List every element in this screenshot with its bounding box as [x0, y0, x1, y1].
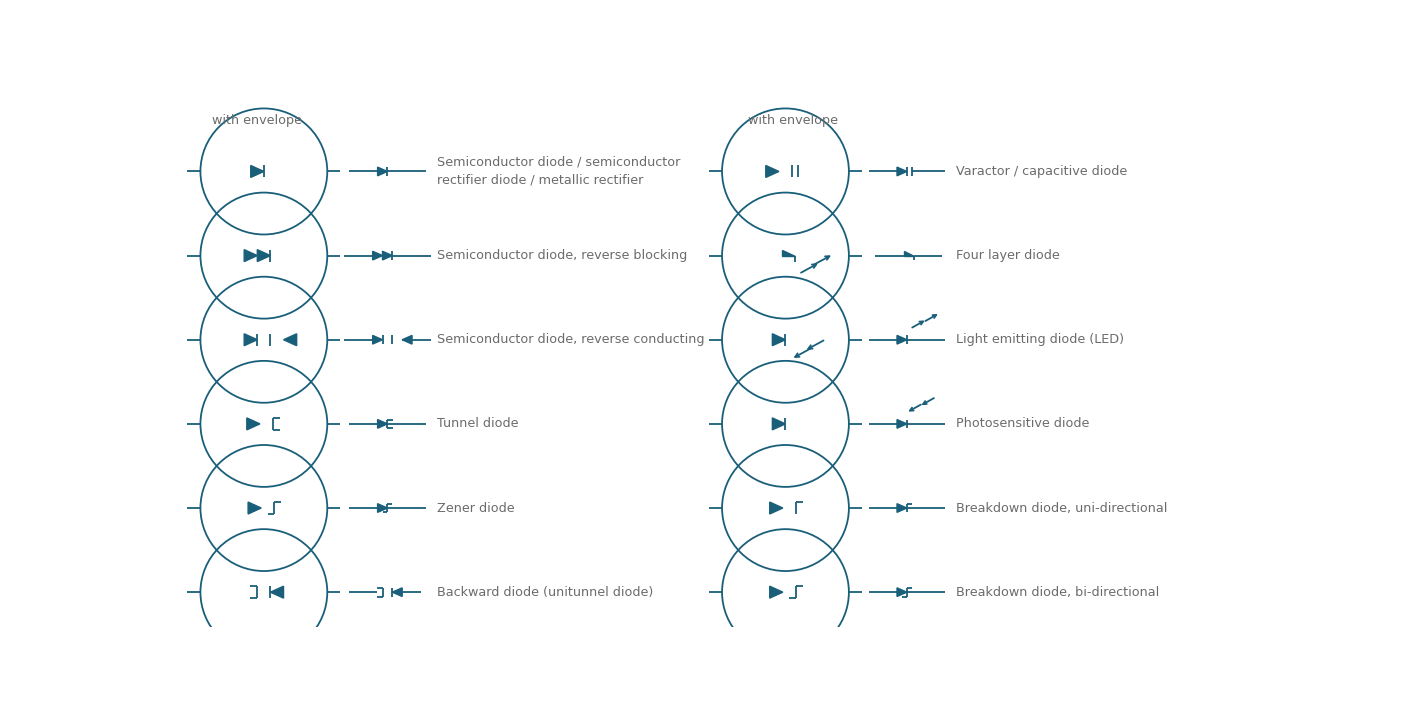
Text: Semiconductor diode / semiconductor
rectifier diode / metallic rectifier: Semiconductor diode / semiconductor rect… — [436, 156, 680, 187]
Polygon shape — [247, 418, 260, 430]
Polygon shape — [897, 336, 907, 344]
Text: with envelope: with envelope — [213, 114, 302, 128]
Text: Four layer diode: Four layer diode — [957, 249, 1060, 262]
Polygon shape — [257, 250, 271, 262]
Text: Zener diode: Zener diode — [436, 501, 514, 515]
Text: with envelope: with envelope — [748, 114, 838, 128]
Polygon shape — [271, 586, 284, 598]
Polygon shape — [897, 503, 907, 513]
Polygon shape — [378, 419, 388, 428]
Polygon shape — [392, 588, 402, 596]
Text: Backward diode (unitunnel diode): Backward diode (unitunnel diode) — [436, 586, 653, 599]
Polygon shape — [770, 502, 783, 514]
Polygon shape — [897, 167, 907, 176]
Polygon shape — [244, 250, 257, 262]
Polygon shape — [770, 586, 783, 598]
Polygon shape — [284, 333, 296, 345]
Text: Varactor / capacitive diode: Varactor / capacitive diode — [957, 165, 1127, 178]
Polygon shape — [244, 333, 257, 345]
Polygon shape — [402, 336, 412, 344]
Polygon shape — [373, 336, 382, 344]
Polygon shape — [772, 418, 786, 430]
Polygon shape — [782, 250, 794, 256]
Polygon shape — [897, 419, 907, 428]
Text: Photosensitive diode: Photosensitive diode — [957, 417, 1089, 430]
Text: Light emitting diode (LED): Light emitting diode (LED) — [957, 333, 1125, 346]
Text: Breakdown diode, bi-directional: Breakdown diode, bi-directional — [957, 586, 1160, 599]
Polygon shape — [378, 167, 388, 176]
Polygon shape — [378, 503, 388, 513]
Text: Semiconductor diode, reverse blocking: Semiconductor diode, reverse blocking — [436, 249, 687, 262]
Polygon shape — [248, 502, 261, 514]
Polygon shape — [382, 251, 392, 260]
Polygon shape — [766, 166, 779, 178]
Polygon shape — [772, 333, 786, 345]
Polygon shape — [373, 251, 382, 260]
Polygon shape — [904, 251, 914, 256]
Text: Tunnel diode: Tunnel diode — [436, 417, 518, 430]
Text: Breakdown diode, uni-directional: Breakdown diode, uni-directional — [957, 501, 1167, 515]
Text: Semiconductor diode, reverse conducting: Semiconductor diode, reverse conducting — [436, 333, 704, 346]
Polygon shape — [897, 588, 907, 596]
Polygon shape — [251, 166, 264, 178]
